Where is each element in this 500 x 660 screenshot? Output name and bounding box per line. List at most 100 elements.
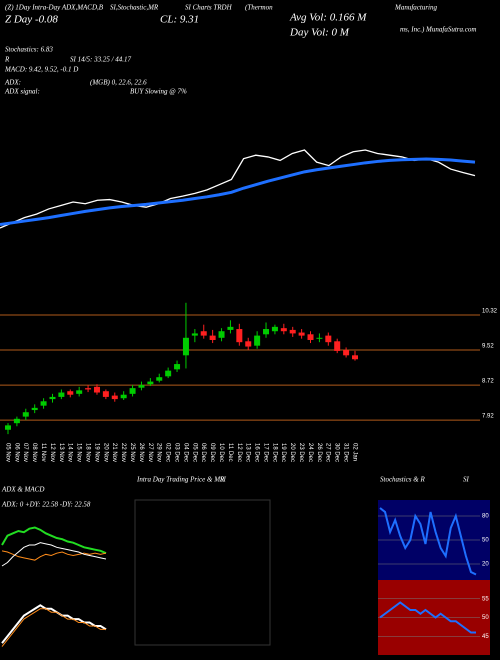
candle-body bbox=[85, 388, 92, 390]
candle-body bbox=[334, 341, 341, 351]
header-text: CL: 9.31 bbox=[160, 14, 199, 26]
candle-body bbox=[49, 396, 56, 400]
header-text: (Thermon bbox=[245, 4, 273, 12]
panel-subtitle: ADX: 0 +DY: 22.58 -DY: 22.58 bbox=[1, 501, 91, 509]
y-tick-label: 50 bbox=[482, 538, 489, 544]
x-tick-label: 20 Dec bbox=[289, 443, 295, 462]
candle-body bbox=[111, 395, 118, 400]
x-tick-label: 20 Nov bbox=[102, 443, 108, 462]
indicator-line bbox=[1, 604, 107, 644]
candle-body bbox=[227, 326, 234, 330]
x-tick-label: 30 Dec bbox=[334, 443, 340, 462]
x-tick-label: 17 Dec bbox=[262, 443, 268, 462]
candle-body bbox=[343, 350, 350, 356]
panel-title: Intra Day Trading Price & MR bbox=[136, 476, 225, 484]
candle-body bbox=[31, 407, 38, 411]
x-tick-label: 13 Nov bbox=[58, 443, 64, 462]
x-tick-label: 06 Dec bbox=[200, 443, 206, 462]
candle-body bbox=[129, 388, 136, 394]
x-tick-label: 11 Nov bbox=[40, 443, 46, 462]
candle-body bbox=[298, 332, 305, 336]
y-tick-label: 55 bbox=[482, 596, 489, 602]
candle-body bbox=[280, 328, 287, 332]
x-tick-label: 14 Nov bbox=[67, 443, 73, 462]
header-text: ADX: bbox=[4, 79, 21, 87]
x-tick-label: 07 Nov bbox=[22, 443, 28, 462]
x-tick-label: 26 Nov bbox=[138, 443, 144, 462]
candle-body bbox=[325, 335, 332, 343]
candle-body bbox=[58, 392, 65, 397]
x-tick-label: 19 Dec bbox=[280, 443, 286, 462]
x-tick-label: 03 Dec bbox=[173, 443, 179, 462]
candle-body bbox=[209, 335, 216, 340]
candle-body bbox=[191, 333, 198, 336]
x-tick-label: 11 Dec bbox=[227, 443, 233, 462]
header-text: (Z) 1Day Intra-Day ADX,MACD,B bbox=[5, 4, 104, 12]
x-tick-label: 27 Dec bbox=[325, 443, 331, 462]
x-tick-label: 05 Nov bbox=[4, 443, 10, 462]
x-tick-label: 23 Dec bbox=[298, 443, 304, 462]
x-tick-label: 09 Dec bbox=[209, 443, 215, 462]
candle-body bbox=[13, 418, 20, 424]
indicator-line bbox=[1, 550, 107, 561]
header-text: Manufacturing bbox=[394, 4, 437, 12]
candle-body bbox=[254, 335, 261, 346]
candle-body bbox=[102, 391, 109, 397]
x-tick-label: 25 Nov bbox=[129, 443, 135, 462]
header-text: ADX signal: bbox=[4, 88, 40, 96]
candle-body bbox=[93, 386, 100, 393]
x-tick-label: 19 Nov bbox=[93, 443, 99, 462]
header-text: ms, Inc.) MunafaSutra.com bbox=[400, 26, 476, 34]
y-tick-label: 9.52 bbox=[482, 344, 494, 350]
x-tick-label: 22 Nov bbox=[120, 443, 126, 462]
x-tick-label: 26 Dec bbox=[316, 443, 322, 462]
x-tick-label: 18 Nov bbox=[84, 443, 90, 462]
panel-title: ADX & MACD bbox=[1, 486, 44, 494]
panel-title: Stochastics & R bbox=[380, 476, 425, 484]
x-tick-label: 04 Dec bbox=[182, 443, 188, 462]
header-text: SI,Stochastic,MR bbox=[110, 4, 159, 12]
indicator-line bbox=[379, 601, 476, 634]
x-tick-label: 08 Nov bbox=[31, 443, 37, 462]
candle-body bbox=[307, 334, 314, 340]
indicator-line bbox=[1, 608, 106, 647]
x-tick-label: 21 Nov bbox=[111, 443, 117, 462]
x-tick-label: 12 Nov bbox=[49, 443, 55, 462]
y-tick-label: 8.72 bbox=[482, 379, 494, 385]
candle-body bbox=[165, 370, 172, 377]
y-tick-label: 80 bbox=[482, 514, 489, 520]
candle-body bbox=[236, 329, 243, 343]
x-tick-label: 16 Dec bbox=[254, 443, 260, 462]
panel-title: SI bbox=[220, 476, 227, 484]
header-text: R bbox=[4, 56, 10, 64]
candle-body bbox=[156, 377, 163, 381]
candle-body bbox=[352, 355, 358, 360]
x-tick-label: 18 Dec bbox=[271, 443, 277, 462]
x-tick-label: 24 Dec bbox=[307, 443, 313, 462]
x-tick-label: 06 Nov bbox=[13, 443, 19, 462]
x-tick-label: 12 Dec bbox=[236, 443, 242, 462]
candle-body bbox=[174, 364, 181, 370]
y-tick-label: 20 bbox=[482, 562, 489, 568]
candle-body bbox=[316, 337, 323, 339]
header-text: Z Day -0.08 bbox=[5, 14, 58, 26]
candle-body bbox=[138, 385, 145, 388]
candle-body bbox=[200, 331, 207, 336]
indicator-line bbox=[1, 526, 107, 555]
candle-body bbox=[76, 390, 83, 394]
x-tick-label: 02 Dec bbox=[165, 443, 171, 462]
candle-body bbox=[245, 341, 252, 347]
candle-body bbox=[147, 381, 154, 385]
x-tick-label: 13 Dec bbox=[245, 443, 251, 462]
candle-body bbox=[263, 329, 270, 335]
x-tick-label: 02 Jan bbox=[351, 443, 357, 461]
y-tick-label: 50 bbox=[482, 615, 489, 621]
header-text: Stochastics: 6.83 bbox=[5, 46, 53, 54]
x-tick-label: 15 Nov bbox=[76, 443, 82, 462]
indicator-line bbox=[1, 542, 107, 567]
panel-title: SI bbox=[463, 476, 470, 484]
candle-body bbox=[67, 391, 74, 395]
panel bbox=[134, 499, 271, 646]
y-tick-label: 7.92 bbox=[482, 414, 494, 420]
